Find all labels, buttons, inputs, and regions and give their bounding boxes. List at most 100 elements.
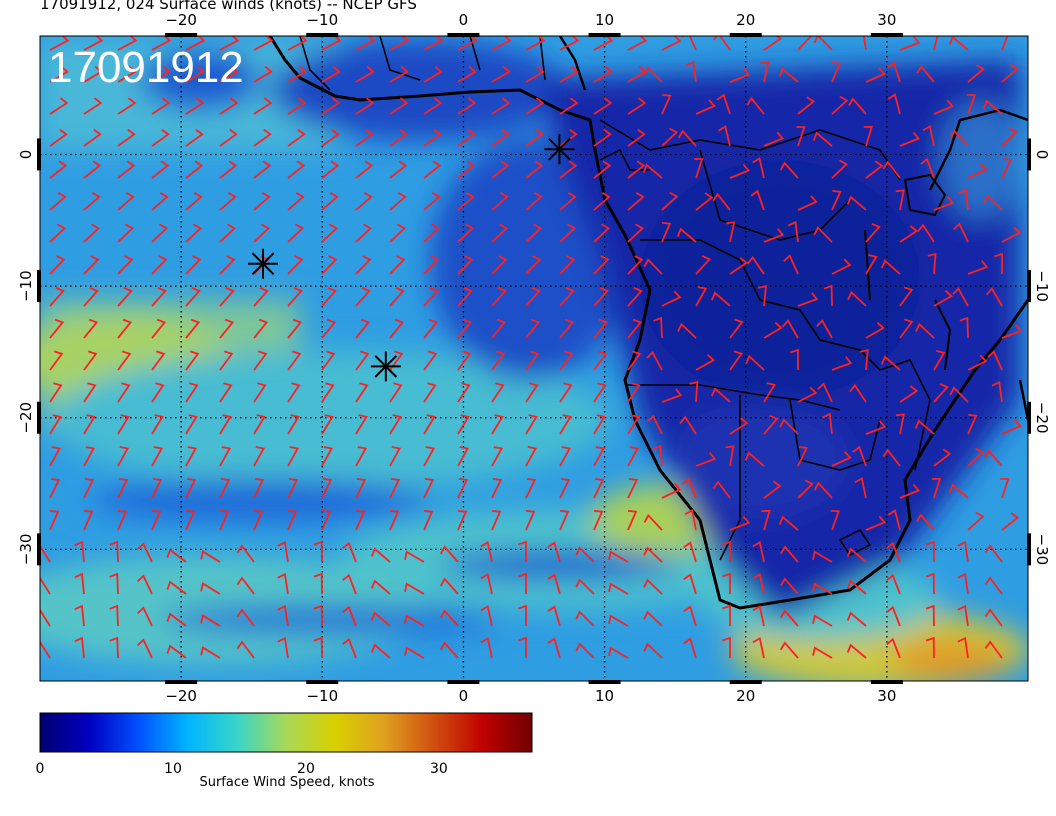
wind-barb (797, 479, 814, 499)
wind-barb (933, 448, 952, 467)
wind-barb (957, 540, 969, 563)
wind-barb (321, 192, 339, 211)
wind-barb (457, 223, 475, 243)
colorbar-tick-label: 0 (36, 761, 45, 777)
wind-barb (846, 195, 867, 211)
wind-barb (949, 386, 969, 403)
wind-barb (370, 579, 391, 595)
wind-barb (151, 318, 167, 339)
wind-barb (321, 478, 333, 499)
wind-barb (559, 510, 570, 531)
wind-barb (525, 65, 545, 83)
wind-barb (253, 350, 268, 371)
wind-barb (423, 286, 439, 307)
wind-barb (593, 128, 612, 147)
wind-barb (865, 322, 885, 339)
lon-label-bottom: 20 (736, 687, 755, 705)
wind-barb (593, 160, 612, 179)
wind-barb (899, 385, 919, 403)
wind-barb (321, 255, 338, 275)
top-tick (870, 33, 903, 37)
east-africa-coast (928, 108, 1028, 191)
wind-barb (491, 65, 511, 83)
wind-barb (236, 544, 255, 563)
wind-barb (83, 478, 95, 499)
wind-barb (253, 414, 266, 435)
wind-barb (491, 478, 503, 499)
wind-barb (816, 319, 833, 339)
wind-barb (355, 97, 375, 115)
wind-barb (219, 223, 237, 243)
wind-barb (83, 160, 102, 179)
wind-barb (423, 65, 443, 83)
wind-barb (559, 414, 572, 435)
lon-label-top: 0 (459, 11, 469, 29)
wind-barb (457, 510, 468, 531)
wind-barb (967, 414, 978, 435)
wind-barb (200, 614, 221, 627)
wind-barb (695, 192, 714, 211)
wind-barb (321, 160, 340, 179)
bottom-tick (588, 680, 621, 684)
wind-barb (593, 192, 611, 211)
wind-barb (967, 260, 989, 275)
wind-barb (389, 446, 401, 467)
wind-barb (518, 540, 527, 562)
wind-barb (491, 160, 510, 179)
wind-barb (117, 286, 133, 307)
wind-barb (491, 128, 510, 147)
wind-barb (321, 510, 332, 531)
lat-label-right: −30 (1033, 534, 1051, 566)
wind-barb (917, 223, 935, 243)
wind-barb (933, 383, 949, 403)
wind-barb (627, 223, 645, 243)
wind-barb (457, 192, 475, 211)
wind-barb (931, 477, 942, 499)
wind-barb (886, 541, 901, 563)
wind-barb (355, 36, 376, 51)
wind-barb (49, 446, 61, 467)
wind-barb (117, 160, 136, 179)
wind-barb (593, 478, 605, 499)
wind-barb (830, 510, 840, 531)
markers (248, 134, 575, 382)
wind-barb (117, 192, 135, 211)
wind-barb (287, 414, 300, 435)
wind-barb (423, 446, 435, 467)
wind-barb (355, 478, 367, 499)
wind-barb (185, 255, 202, 275)
wind-barb (593, 382, 607, 403)
wind-barb (886, 605, 901, 627)
wind-barb (852, 445, 867, 467)
top-tick (306, 33, 339, 37)
wind-barb (797, 96, 816, 115)
wind-barb (389, 128, 408, 147)
wind-barb (643, 513, 663, 531)
wind-barb (253, 478, 265, 499)
colorbar-tick-label: 20 (297, 761, 315, 777)
wind-barb (559, 318, 575, 339)
wind-barb (185, 446, 197, 467)
wind-barb (355, 382, 369, 403)
wind-barb (593, 510, 604, 531)
wind-barb (722, 540, 731, 562)
wind-barb (593, 223, 611, 243)
wind-barb (593, 97, 613, 115)
wind-barb (185, 382, 199, 403)
wind-barb (40, 640, 51, 659)
lat-label-left: −20 (17, 402, 35, 434)
storm-marker (370, 351, 401, 382)
lon-label-bottom: −20 (165, 687, 197, 705)
wind-barb (593, 350, 608, 371)
wind-barb (1001, 226, 1022, 243)
wind-barb (253, 128, 272, 147)
wind-barb (49, 192, 67, 211)
wind-barb (423, 128, 442, 147)
wind-barb (109, 572, 119, 595)
wind-barb (746, 96, 765, 115)
lat-label-left: 0 (17, 150, 35, 160)
bottom-tick (729, 680, 762, 684)
wind-barb (219, 65, 239, 83)
wind-barb (718, 125, 731, 147)
wind-barb (652, 444, 663, 467)
